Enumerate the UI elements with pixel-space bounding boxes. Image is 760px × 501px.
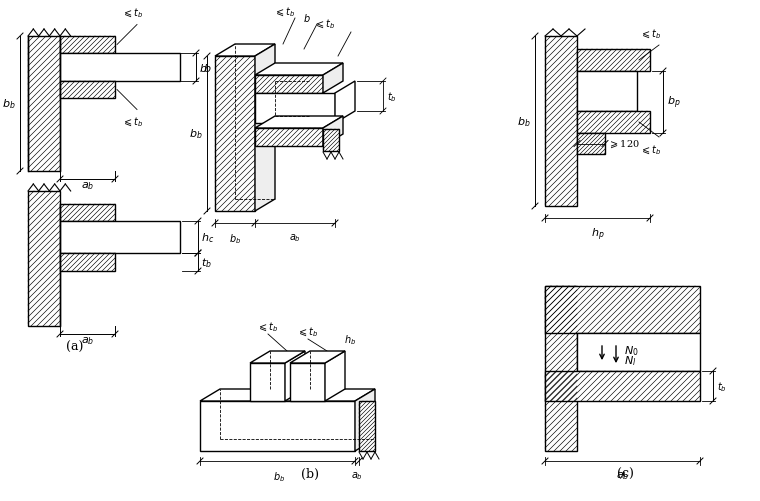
Bar bbox=[28, 191, 60, 326]
Bar bbox=[60, 221, 180, 254]
Bar bbox=[323, 130, 339, 152]
Text: $b$: $b$ bbox=[204, 62, 212, 74]
Text: $b$: $b$ bbox=[199, 62, 207, 74]
Text: $\leqslant t_b$: $\leqslant t_b$ bbox=[122, 115, 144, 129]
Text: $\leqslant t_b$: $\leqslant t_b$ bbox=[257, 320, 279, 333]
Text: $N_0$: $N_0$ bbox=[624, 343, 638, 357]
Text: $\leqslant t_b$: $\leqslant t_b$ bbox=[640, 28, 662, 41]
Text: $t_b$: $t_b$ bbox=[387, 90, 397, 104]
Text: $\geqslant$120: $\geqslant$120 bbox=[608, 138, 640, 150]
Bar bbox=[255, 76, 323, 94]
Text: $a_b$: $a_b$ bbox=[351, 469, 363, 481]
Bar bbox=[250, 363, 285, 401]
Bar bbox=[359, 401, 375, 451]
Bar bbox=[60, 82, 115, 99]
Bar bbox=[545, 287, 577, 451]
Bar bbox=[215, 57, 255, 211]
Bar bbox=[545, 37, 577, 206]
Text: $b_b$: $b_b$ bbox=[518, 115, 531, 129]
Text: $\leqslant t_b$: $\leqslant t_b$ bbox=[640, 143, 662, 156]
Text: $\leqslant t_b$: $\leqslant t_b$ bbox=[297, 325, 319, 338]
Text: $h_b$: $h_b$ bbox=[344, 333, 356, 346]
Text: $a_b$: $a_b$ bbox=[616, 469, 629, 481]
Text: $t_b$: $t_b$ bbox=[201, 256, 212, 270]
Text: $b_p$: $b_p$ bbox=[667, 95, 681, 111]
Polygon shape bbox=[255, 45, 275, 211]
Text: $\leqslant t_b$: $\leqslant t_b$ bbox=[314, 18, 336, 31]
Polygon shape bbox=[355, 389, 375, 451]
Bar bbox=[577, 333, 700, 371]
Polygon shape bbox=[255, 117, 343, 129]
Polygon shape bbox=[323, 64, 343, 94]
Polygon shape bbox=[323, 117, 343, 147]
Text: $h_p$: $h_p$ bbox=[591, 226, 604, 243]
Bar bbox=[60, 54, 180, 82]
Text: (a): (a) bbox=[66, 340, 84, 353]
Bar bbox=[545, 287, 700, 333]
Polygon shape bbox=[290, 351, 345, 363]
Bar bbox=[577, 72, 637, 112]
Polygon shape bbox=[250, 351, 305, 363]
Text: $b$: $b$ bbox=[303, 12, 311, 24]
Polygon shape bbox=[335, 82, 355, 124]
Text: $\leqslant t_b$: $\leqslant t_b$ bbox=[122, 7, 144, 21]
Text: $h_c$: $h_c$ bbox=[201, 230, 214, 244]
Polygon shape bbox=[325, 351, 345, 401]
Bar bbox=[60, 254, 115, 272]
Bar bbox=[60, 37, 115, 54]
Bar bbox=[577, 134, 605, 155]
Text: $a_b$: $a_b$ bbox=[81, 180, 94, 191]
Bar bbox=[200, 401, 355, 451]
Polygon shape bbox=[285, 351, 305, 401]
Bar bbox=[28, 37, 60, 172]
Text: $N_l$: $N_l$ bbox=[624, 353, 636, 367]
Text: $a_b$: $a_b$ bbox=[81, 335, 94, 346]
Text: $\leqslant t_b$: $\leqslant t_b$ bbox=[274, 6, 296, 19]
Polygon shape bbox=[215, 45, 275, 57]
Bar bbox=[545, 371, 700, 401]
Text: $b_b$: $b_b$ bbox=[229, 231, 241, 245]
Text: $a_b$: $a_b$ bbox=[289, 231, 301, 243]
Polygon shape bbox=[255, 64, 343, 76]
Bar bbox=[255, 129, 323, 147]
Text: $t_b$: $t_b$ bbox=[717, 379, 727, 393]
Text: $b_b$: $b_b$ bbox=[189, 127, 203, 141]
Bar bbox=[290, 363, 325, 401]
Bar bbox=[577, 50, 650, 72]
Text: (b): (b) bbox=[301, 466, 319, 479]
Text: $b_b$: $b_b$ bbox=[2, 97, 16, 111]
Bar bbox=[577, 112, 650, 134]
Bar bbox=[60, 204, 115, 221]
Polygon shape bbox=[200, 389, 375, 401]
Bar bbox=[255, 94, 335, 124]
Text: $b_b$: $b_b$ bbox=[274, 469, 286, 483]
Text: (c): (c) bbox=[616, 466, 633, 479]
